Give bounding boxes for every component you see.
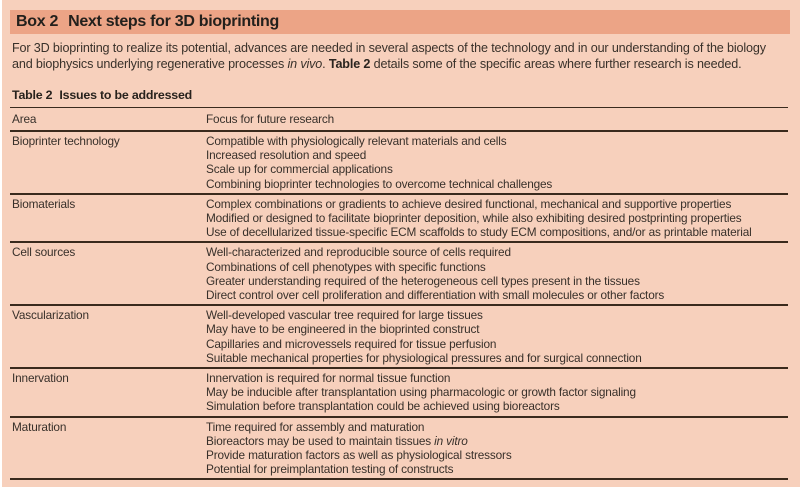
focus-item: Well-characterized and reproducible sour… [206, 245, 511, 260]
row-focus-items: Time required for assembly and maturatio… [206, 420, 788, 477]
focus-item: Potential for preimplantation testing of… [206, 462, 454, 477]
box-header-band: Box 2 Next steps for 3D bioprinting [10, 10, 790, 34]
focus-item: Compatible with physiologically relevant… [206, 134, 507, 148]
focus-item: Use of decellularized tissue-specific EC… [206, 225, 752, 240]
column-header-area: Area [12, 112, 37, 126]
table-row-vascularization: Vascularization Well-developed vascular … [10, 306, 788, 370]
row-area-label: Biomaterials [12, 196, 76, 211]
focus-item: Innervation is required for normal tissu… [206, 371, 451, 386]
row-area-label: Bioprinter technology [12, 134, 120, 148]
focus-item: Suitable mechanical properties for physi… [206, 350, 642, 365]
table-row-biomaterials: Biomaterials Complex combinations or gra… [10, 195, 788, 244]
focus-item: Greater understanding required of the he… [206, 273, 640, 288]
focus-item-italic-in-vitro: in vitro [434, 433, 468, 448]
row-focus-items: Well-characterized and reproducible sour… [206, 245, 788, 302]
row-area-label: Maturation [12, 419, 67, 434]
table-title: Table 2 Issues to be addressed [10, 88, 788, 107]
box-label: Box 2 [16, 13, 59, 30]
focus-item: Time required for assembly and maturatio… [206, 419, 425, 434]
intro-bold-table-ref: Table 2 [328, 57, 371, 71]
focus-item: Well-developed vascular tree required fo… [206, 308, 483, 323]
row-focus-items: Innervation is required for normal tissu… [206, 371, 788, 414]
intro-text: For 3D bioprinting to realize its potent… [12, 41, 766, 71]
focus-item: May be inducible after transplantation u… [206, 385, 636, 400]
intro-text: details some of the specific areas where… [370, 57, 742, 71]
focus-item: Capillaries and microvessels required fo… [206, 336, 497, 351]
focus-item: Bioreactors may be used to maintain tiss… [206, 434, 788, 448]
focus-item: Modified or designed to facilitate biopr… [206, 211, 742, 226]
table-row-cell-sources: Cell sources Well-characterized and repr… [10, 243, 788, 307]
table-title-text: Issues to be addressed [59, 88, 193, 102]
intro-text: . [322, 57, 329, 71]
focus-item: May have to be engineered in the bioprin… [206, 322, 480, 337]
row-focus-items: Well-developed vascular tree required fo… [206, 308, 788, 365]
intro-paragraph: For 3D bioprinting to realize its potent… [12, 40, 784, 72]
box-title: Next steps for 3D bioprinting [68, 13, 279, 30]
table-header-row: Area Focus for future research [10, 107, 788, 132]
focus-item: Simulation before transplantation could … [206, 399, 560, 414]
table-label: Table 2 [12, 88, 53, 102]
focus-item: Complex combinations or gradients to ach… [206, 196, 732, 211]
column-header-focus: Focus for future research [206, 112, 335, 126]
row-area-label: Innervation [12, 371, 69, 386]
table-row-innervation: Innervation Innervation is required for … [10, 369, 788, 418]
issues-table: Table 2 Issues to be addressed Area Focus… [10, 88, 788, 481]
focus-item: Increased resolution and speed [206, 148, 367, 163]
focus-item: Scale up for commercial applications [206, 162, 393, 177]
focus-item-text: Bioreactors may be used to maintain tiss… [206, 433, 435, 448]
table-row-bioprinter-technology: Bioprinter technology Compatible with ph… [10, 132, 788, 195]
row-focus-items: Complex combinations or gradients to ach… [206, 197, 788, 240]
row-focus-items: Compatible with physiologically relevant… [206, 134, 788, 191]
intro-italic-in-vivo: in vivo [287, 57, 323, 71]
row-area-label: Vascularization [12, 308, 89, 323]
table-row-maturation: Maturation Time required for assembly an… [10, 418, 788, 481]
row-area-label: Cell sources [12, 245, 76, 260]
focus-item: Direct control over cell proliferation a… [206, 288, 665, 303]
focus-item: Combining bioprinter technologies to ove… [206, 176, 553, 191]
focus-item: Provide maturation factors as well as ph… [206, 448, 512, 463]
focus-item: Combinations of cell phenotypes with spe… [206, 259, 486, 274]
